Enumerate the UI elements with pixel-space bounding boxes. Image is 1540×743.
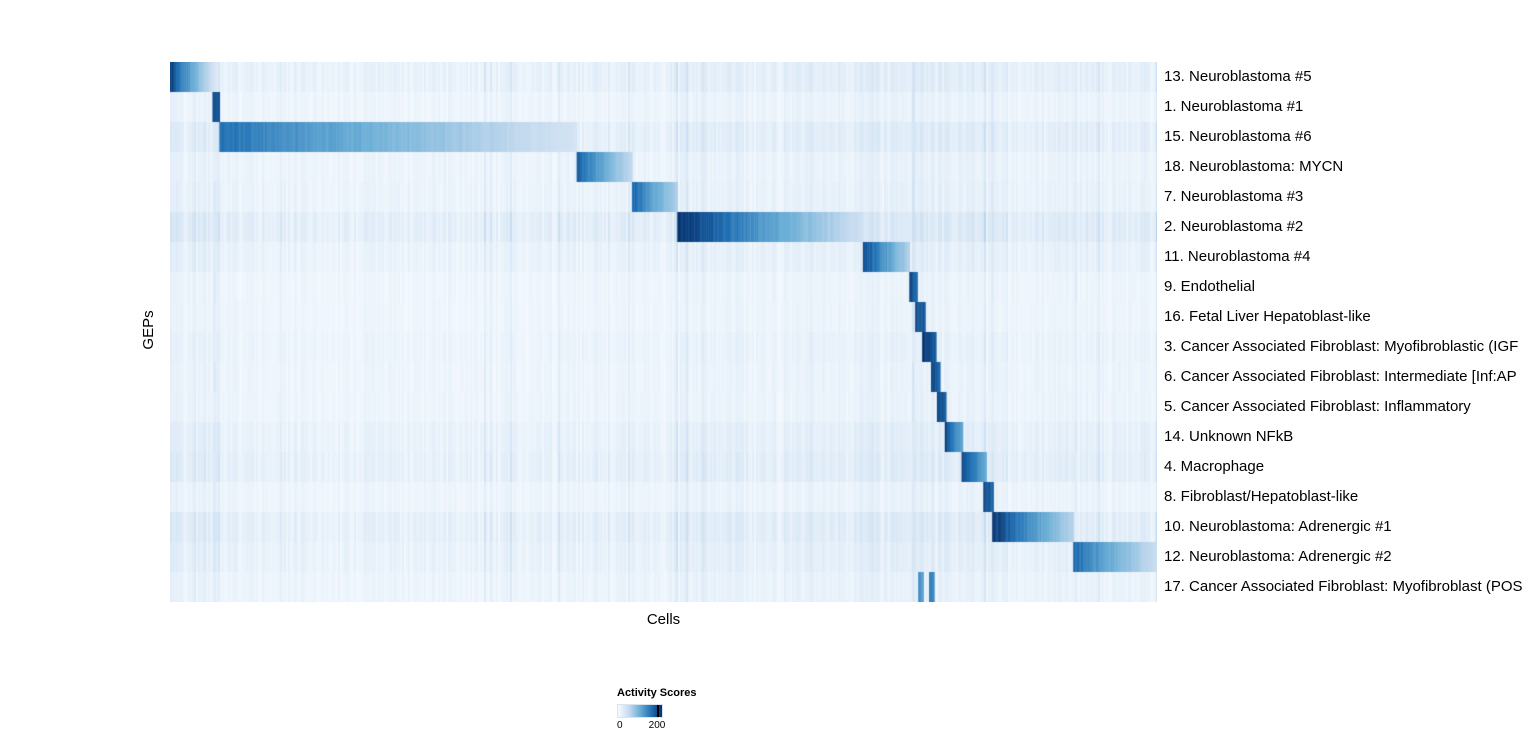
y-axis-label: GEPs — [140, 310, 157, 350]
row-label: 9. Endothelial — [1164, 278, 1255, 295]
row-label: 16. Fetal Liver Hepatoblast-like — [1164, 308, 1371, 325]
row-label: 11. Neuroblastoma #4 — [1164, 248, 1311, 265]
legend-title: Activity Scores — [617, 687, 697, 699]
heatmap-canvas — [170, 62, 1157, 602]
x-axis-label: Cells — [646, 611, 681, 628]
colorbar-ticks: 0 200 — [617, 720, 666, 734]
row-label: 5. Cancer Associated Fibroblast: Inflamm… — [1164, 398, 1471, 415]
colorbar-tick-mark — [657, 705, 659, 717]
row-label: 15. Neuroblastoma #6 — [1164, 128, 1312, 145]
row-label: 4. Macrophage — [1164, 458, 1265, 475]
row-label: 6. Cancer Associated Fibroblast: Interme… — [1164, 368, 1517, 385]
colorbar-legend: Activity Scores 0 200 — [617, 687, 727, 734]
row-label: 12. Neuroblastoma: Adrenergic #2 — [1164, 548, 1392, 565]
colorbar-gradient — [617, 704, 663, 718]
row-label: 17. Cancer Associated Fibroblast: Myofib… — [1164, 578, 1523, 595]
row-label: 2. Neuroblastoma #2 — [1164, 218, 1304, 235]
row-labels: 13. Neuroblastoma #5 1. Neuroblastoma #1 1… — [1164, 62, 1540, 602]
row-label: 14. Unknown NFkB — [1164, 428, 1294, 445]
colorbar-max-label: 200 — [648, 720, 666, 731]
row-label: 18. Neuroblastoma: MYCN — [1164, 158, 1344, 175]
colorbar-min-label: 0 — [617, 720, 623, 731]
row-label: 7. Neuroblastoma #3 — [1164, 188, 1304, 205]
row-label: 1. Neuroblastoma #1 — [1164, 98, 1304, 115]
row-label: 8. Fibroblast/Hepatoblast-like — [1164, 488, 1359, 505]
row-label: 3. Cancer Associated Fibroblast: Myofibr… — [1164, 338, 1519, 355]
row-label: 10. Neuroblastoma: Adrenergic #1 — [1164, 518, 1392, 535]
row-label: 13. Neuroblastoma #5 — [1164, 68, 1312, 85]
